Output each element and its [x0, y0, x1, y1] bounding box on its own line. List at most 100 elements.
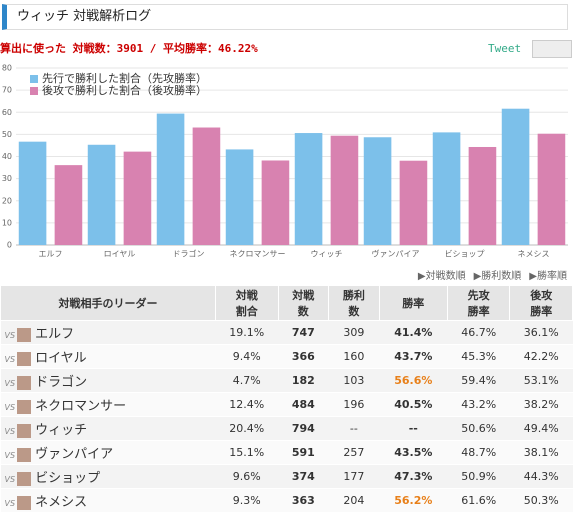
header-text: 対戦数	[292, 289, 315, 318]
sort-link[interactable]: ▶対戦数順	[417, 271, 466, 282]
bar	[363, 137, 392, 245]
sort-link[interactable]: ▶勝利数順	[473, 271, 522, 282]
cell: 204	[328, 488, 380, 513]
cell: 591	[278, 440, 329, 465]
header-text: 勝利数	[342, 289, 365, 318]
table-row: VS ネクロマンサー 12.4% 484 196 40.5% 43.2% 38.2%	[0, 392, 573, 417]
legend-label: 先行で勝利した割合（先攻勝率）	[42, 71, 207, 85]
header-text: 勝率	[402, 297, 425, 310]
vs-label: VS	[4, 379, 16, 388]
cell: 794	[278, 416, 329, 441]
cell: 177	[328, 464, 380, 489]
x-tick-label: ヴァンパイア	[372, 249, 420, 259]
bar	[261, 160, 290, 245]
vs-label: VS	[4, 331, 16, 340]
x-tick-label: ロイヤル	[104, 250, 136, 259]
y-tick-label: 40	[2, 152, 12, 161]
header-text: 後攻勝率	[530, 289, 553, 318]
table-row: VS ビショップ 9.6% 374 177 47.3% 50.9% 44.3%	[0, 464, 573, 489]
cell: 20.4%	[215, 416, 278, 441]
bar	[18, 141, 47, 245]
x-tick-label: ウィッチ	[311, 250, 343, 259]
column-header: 対戦割合	[215, 285, 279, 321]
leader-icon	[17, 375, 32, 390]
leader-name: ウィッチ	[35, 423, 88, 438]
table-row: VS ネメシス 9.3% 363 204 56.2% 61.6% 50.3%	[0, 488, 573, 513]
vs-label: VS	[4, 475, 16, 484]
table-row: VS エルフ 19.1% 747 309 41.4% 46.7% 36.1%	[0, 320, 573, 345]
cell: 47.3%	[379, 464, 448, 489]
share-button[interactable]	[532, 40, 572, 58]
cell: 56.6%	[379, 368, 448, 393]
tweet-button[interactable]: Tweet	[488, 42, 522, 55]
leader-cell: VS ネメシス	[0, 488, 216, 513]
leader-icon	[17, 327, 32, 342]
cell: 103	[328, 368, 380, 393]
leader-name: ネメシス	[35, 495, 88, 510]
vs-label: VS	[4, 403, 16, 412]
cell: 12.4%	[215, 392, 278, 417]
cell: 9.3%	[215, 488, 278, 513]
cell: 9.4%	[215, 344, 278, 369]
leader-cell: VS ネクロマンサー	[0, 392, 216, 417]
column-header: 対戦相手のリーダー	[0, 285, 216, 321]
bar	[192, 127, 221, 245]
bar	[54, 165, 83, 245]
column-header: 後攻勝率	[509, 285, 573, 321]
cell: 38.1%	[509, 440, 573, 465]
vs-label: VS	[4, 499, 16, 508]
cell: 44.3%	[509, 464, 573, 489]
cell: --	[379, 416, 448, 441]
cell: 46.7%	[447, 320, 510, 345]
vs-label: VS	[4, 355, 16, 364]
y-tick-label: 60	[2, 108, 12, 117]
leader-cell: VS エルフ	[0, 320, 216, 345]
cell: 50.6%	[447, 416, 510, 441]
cell: 42.2%	[509, 344, 573, 369]
column-header: 勝率	[378, 285, 448, 321]
y-tick-label: 50	[2, 130, 12, 139]
sort-link[interactable]: ▶勝率順	[529, 271, 567, 282]
cell: 38.2%	[509, 392, 573, 417]
cell: 40.5%	[379, 392, 448, 417]
header-text: 先攻勝率	[467, 289, 490, 318]
bar	[87, 144, 116, 245]
bar	[225, 149, 254, 245]
x-tick-label: ネメシス	[518, 250, 550, 259]
table-row: VS ロイヤル 9.4% 366 160 43.7% 45.3% 42.2%	[0, 344, 573, 369]
leader-icon	[17, 423, 32, 438]
cell: --	[328, 416, 380, 441]
cell: 36.1%	[509, 320, 573, 345]
leader-icon	[17, 495, 32, 510]
leader-name: ドラゴン	[35, 375, 88, 390]
leader-name: ロイヤル	[35, 351, 87, 366]
cell: 61.6%	[447, 488, 510, 513]
leader-cell: VS ウィッチ	[0, 416, 216, 441]
bar	[294, 133, 323, 245]
y-tick-label: 0	[7, 241, 12, 250]
cell: 43.7%	[379, 344, 448, 369]
table-row: VS ヴァンパイア 15.1% 591 257 43.5% 48.7% 38.1%	[0, 440, 573, 465]
cell: 48.7%	[447, 440, 510, 465]
leader-icon	[17, 447, 32, 462]
vs-label: VS	[4, 451, 16, 460]
header-title: ウィッチ 対戦解析ログ	[2, 4, 568, 30]
cell: 366	[278, 344, 329, 369]
bar	[123, 151, 152, 245]
bar	[537, 133, 566, 245]
cell: 4.7%	[215, 368, 278, 393]
cell: 160	[328, 344, 380, 369]
cell: 45.3%	[447, 344, 510, 369]
header-text: 対戦割合	[235, 289, 258, 318]
column-header: 勝利数	[328, 285, 380, 321]
column-header: 先攻勝率	[446, 285, 511, 321]
bar	[432, 132, 461, 245]
legend-swatch	[30, 75, 38, 83]
bar	[501, 108, 530, 246]
leader-cell: VS ヴァンパイア	[0, 440, 216, 465]
cell: 19.1%	[215, 320, 278, 345]
legend-label: 後攻で勝利した割合（後攻勝率）	[42, 83, 207, 97]
leader-cell: VS ビショップ	[0, 464, 216, 489]
y-tick-label: 10	[2, 218, 12, 227]
cell: 196	[328, 392, 380, 417]
